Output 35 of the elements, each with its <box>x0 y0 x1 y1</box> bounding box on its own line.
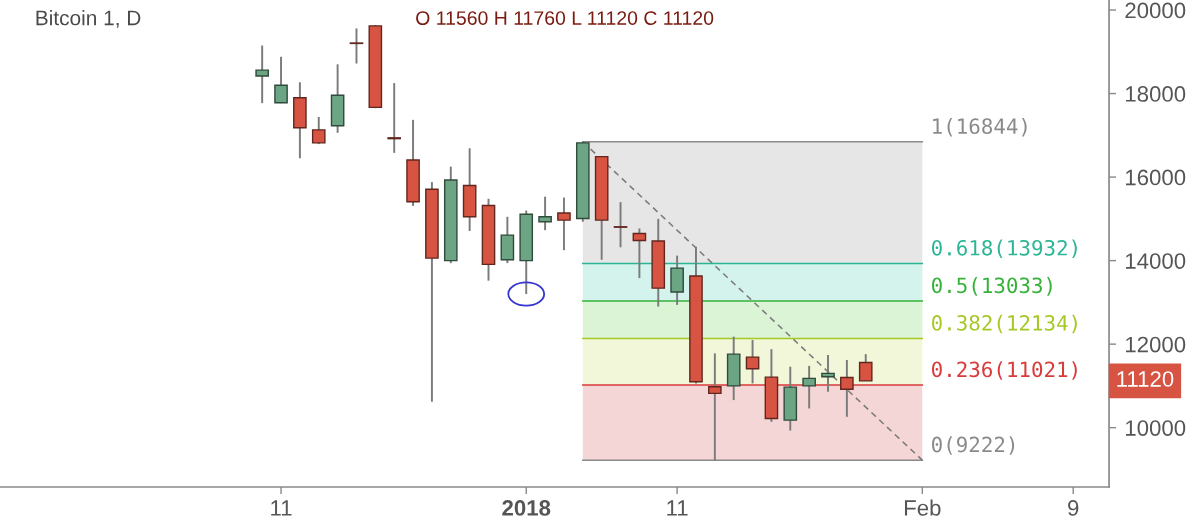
text: 11120 <box>1117 371 1174 387</box>
candlestick <box>840 359 854 418</box>
ref-line-label: 0.618(13932) <box>932 239 1077 259</box>
candlestick <box>708 352 722 462</box>
ref-line-label: 0.382(12134) <box>932 314 1077 334</box>
candlestick <box>255 44 269 105</box>
candlestick <box>274 55 288 105</box>
candlestick <box>349 27 364 65</box>
x-tick-label: 2018 <box>502 500 551 516</box>
x-tick-label: 9 <box>1068 500 1079 516</box>
candlestick <box>387 82 402 154</box>
ref-line-label: 1(16844) <box>933 117 1027 137</box>
y-tick-label: 12000 <box>1126 336 1186 353</box>
y-tick-label: 18000 <box>1126 86 1186 102</box>
y-tick-label: 10000 <box>1126 420 1186 436</box>
y-tick-label: 20000 <box>1125 2 1186 19</box>
x-tick-label: Feb <box>904 499 941 516</box>
candlestick <box>858 353 873 382</box>
y-tick-label: 14000 <box>1126 253 1186 269</box>
x-tick-label: 11 <box>271 500 292 516</box>
ref-line-label: 0.5(13033) <box>932 277 1052 296</box>
candlestick <box>538 195 552 232</box>
candlestick <box>632 227 647 280</box>
chart-title: Bitcoin 1, D <box>36 10 141 28</box>
y-tick-label: 16000 <box>1126 169 1186 186</box>
candlestick <box>311 115 326 146</box>
candlestick <box>670 254 684 306</box>
ref-line-label: 0.236(11021) <box>932 361 1077 380</box>
chart-subtitle: O 11560 H 11760 L 11120 C 11120 <box>416 11 714 25</box>
ref-line-label: 0(9222) <box>932 436 1015 455</box>
candlestick <box>802 364 816 410</box>
candlestick <box>557 196 571 252</box>
candlestick <box>613 201 628 249</box>
candlestick <box>745 339 760 385</box>
x-tick-label: 11 <box>667 500 688 516</box>
